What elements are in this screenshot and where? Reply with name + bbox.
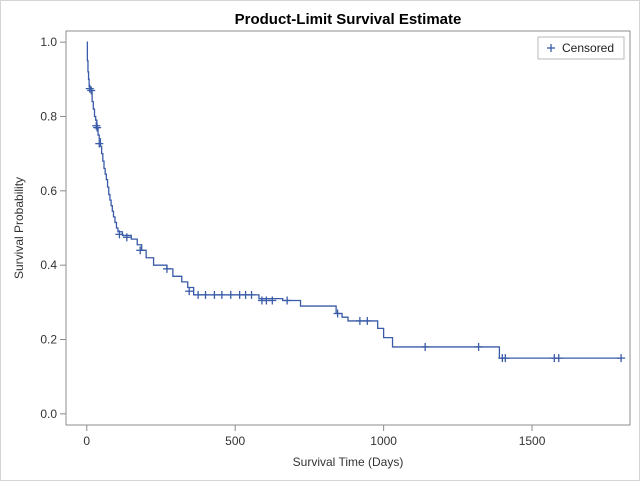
censored-markers (85, 84, 626, 363)
censored-point (201, 290, 210, 299)
censored-point (355, 316, 364, 325)
censored-point (217, 290, 226, 299)
x-tick-label: 500 (225, 434, 245, 448)
y-tick-label: 0.2 (40, 333, 57, 347)
legend-box (537, 36, 625, 60)
x-axis-label: Survival Time (Days) (293, 455, 404, 469)
plot-area (65, 30, 631, 426)
y-tick-label: 1.0 (40, 35, 57, 49)
censored-point (363, 316, 372, 325)
chart-title: Product-Limit Survival Estimate (235, 11, 462, 28)
censored-point (95, 139, 104, 148)
censored-point (122, 233, 131, 242)
legend: Censored (537, 36, 625, 60)
censored-point (87, 86, 96, 95)
y-axis-label: Survival Probability (12, 177, 26, 279)
legend-plus-icon (547, 44, 555, 52)
legend-censored-marker-icon (547, 44, 555, 52)
censored-point (554, 354, 563, 363)
censored-point (185, 287, 194, 296)
y-tick-label: 0.6 (40, 184, 57, 198)
censored-point (136, 246, 145, 255)
y-axis: 0.0 0.2 0.4 0.6 0.8 1.0 (40, 35, 66, 421)
legend-label-censored: Censored (562, 41, 614, 55)
censored-point (501, 354, 510, 363)
censored-point (85, 84, 94, 93)
censored-point (92, 121, 101, 130)
censored-point (194, 290, 203, 299)
censored-point (162, 264, 171, 273)
x-axis: 0 500 1000 1500 (83, 425, 546, 448)
y-tick-label: 0.0 (40, 407, 57, 421)
y-tick-label: 0.8 (40, 109, 57, 123)
censored-point (333, 309, 342, 318)
x-tick-label: 0 (83, 434, 90, 448)
censored-point (474, 342, 483, 351)
survival-curve (86, 41, 622, 359)
censored-point (617, 354, 626, 363)
y-tick-label: 0.4 (40, 258, 57, 272)
censored-point (421, 342, 430, 351)
censored-point (93, 123, 102, 132)
x-tick-label: 1000 (370, 434, 397, 448)
censored-point (115, 230, 124, 239)
censored-point (247, 290, 256, 299)
censored-point (226, 290, 235, 299)
x-tick-label: 1500 (519, 434, 546, 448)
censored-point (210, 290, 219, 299)
censored-point (283, 296, 292, 305)
censored-point (268, 296, 277, 305)
